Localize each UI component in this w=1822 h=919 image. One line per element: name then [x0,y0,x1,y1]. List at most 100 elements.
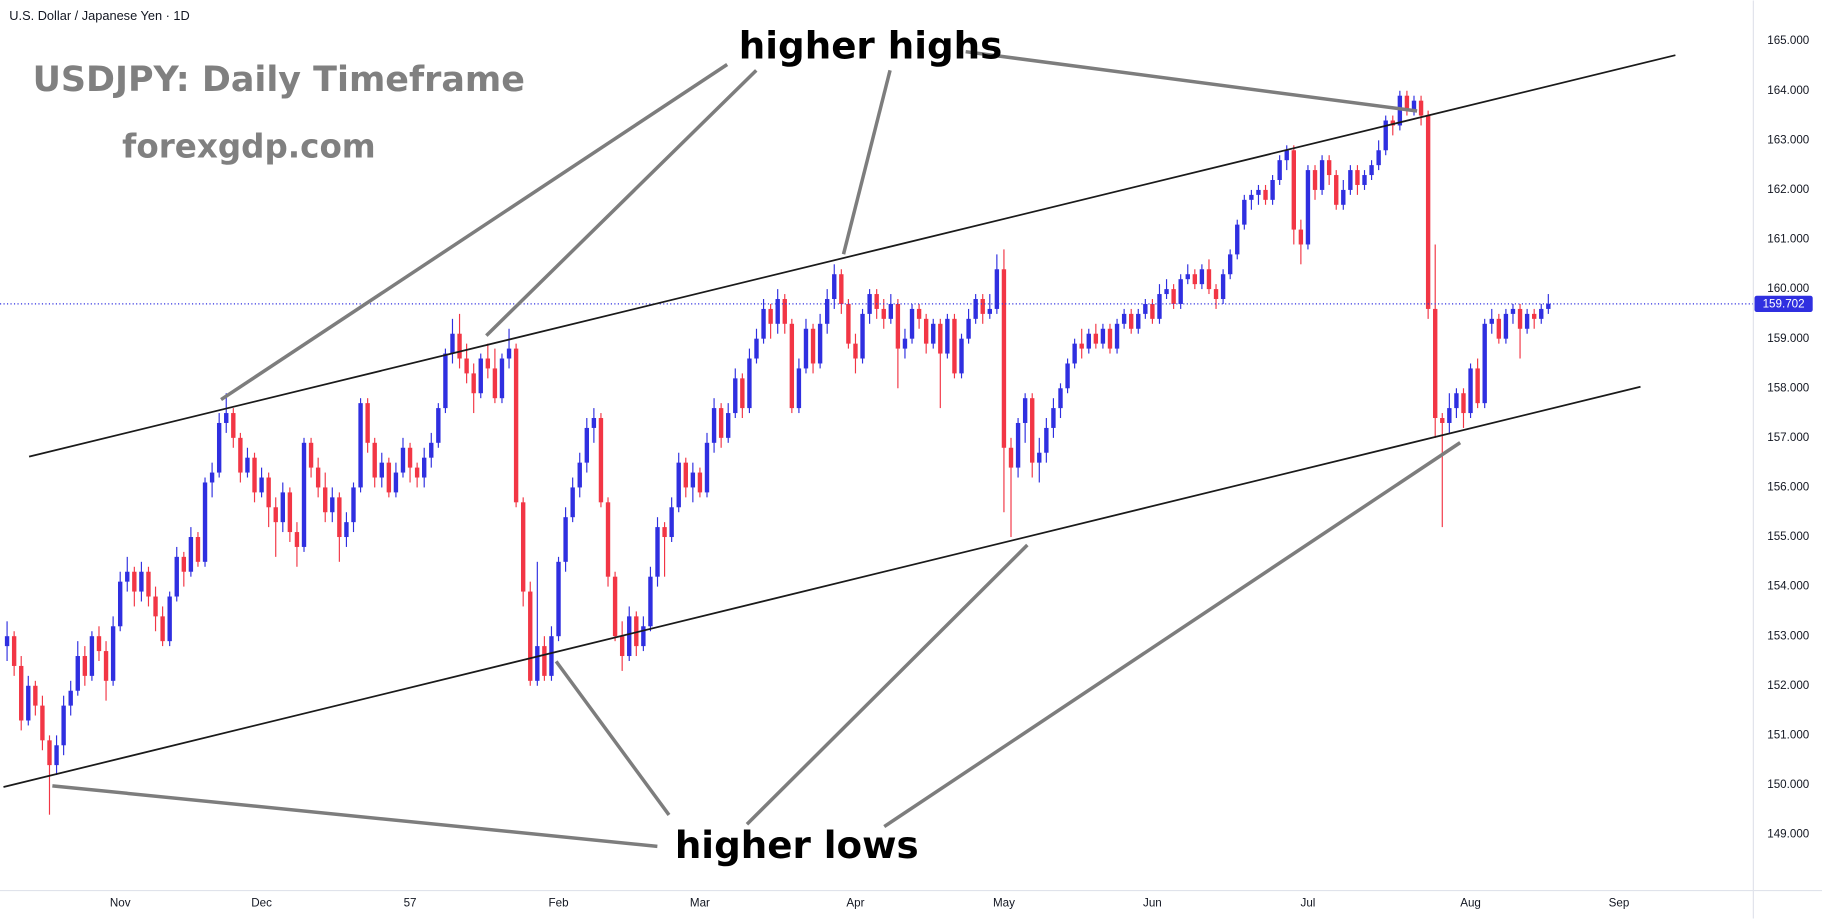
candle-body [414,467,420,478]
candle-body [1129,313,1134,329]
annotation-arrow [485,69,758,337]
candle-body [1121,313,1127,324]
candle-body [110,626,116,681]
y-tick-label: 160.000 [1767,282,1810,295]
candle-body [96,636,102,652]
candle-body [973,299,978,319]
y-tick-label: 162.000 [1767,183,1810,196]
candle-body [619,636,625,657]
candle-body [1185,274,1190,280]
candle-body [888,303,894,319]
y-tick-label: 152.000 [1767,679,1810,692]
candle-body [1312,170,1318,190]
candle-body [782,299,787,324]
x-tick-label: Aug [1460,896,1481,909]
candle-body [803,328,809,369]
candle-body [506,348,512,359]
x-tick-label: Jul [1301,896,1316,909]
candle-body [1418,100,1424,116]
y-tick-label: 151.000 [1767,728,1810,741]
candle-body [294,532,300,547]
candle-body [1454,393,1459,409]
candle-body [1206,269,1212,290]
candle-body [393,472,399,493]
candle-body [542,646,547,676]
candle-body [1355,170,1360,185]
candle-body [1227,254,1233,275]
candle-body [676,462,681,508]
candle-body [824,299,830,324]
candle-body [1404,95,1410,111]
y-tick-label: 165.000 [1767,34,1810,47]
candle-body [846,303,851,344]
candle-body [1539,308,1544,319]
candle-body [160,616,165,642]
candle-body [1256,189,1261,195]
candle-body [315,467,321,488]
chart-subtitle: forexgdp.com [122,127,376,165]
annotation-arrow [841,69,892,255]
last-price-label: 159.702 [1763,298,1805,311]
candle-body [655,527,660,577]
candle-body [549,636,554,676]
candle-body [761,308,766,339]
candle-body [718,408,724,438]
candle-body [323,487,328,513]
candle-body [181,556,187,572]
candle-body [188,537,194,572]
annotation: higher lows [675,823,919,867]
candle-body [1030,398,1035,463]
x-tick-label: Jun [1143,896,1162,909]
candle-body [103,651,109,681]
candle-body [895,303,901,349]
candle-body [598,418,604,503]
candle-body [1326,160,1332,176]
candle-body [860,313,865,359]
candle-body [1496,318,1502,339]
candle-body [839,274,844,304]
candle-body [429,442,434,458]
candle-body [1440,418,1445,423]
y-tick-label: 163.000 [1767,133,1810,146]
candle-body [344,522,349,538]
candle-body [733,378,738,414]
candle-body [648,576,653,627]
candle-body [1072,343,1077,364]
y-tick-label: 158.000 [1767,381,1810,394]
candle-body [209,472,215,483]
candle-body [754,338,759,359]
candle-body [252,457,257,493]
candle-body [796,368,802,409]
candle-body [726,413,731,438]
candle-body [1051,408,1056,428]
candle-body [443,353,448,409]
candle-body [19,665,24,721]
candle-body [959,338,964,374]
candle-body [789,323,795,409]
candle-body [1397,95,1403,126]
candle-body [1468,368,1473,414]
candle-body [612,576,618,637]
candle-body [47,740,52,766]
candle-body [987,308,992,314]
lower-trend-line [3,385,1641,788]
candle-body [273,507,278,523]
candle-body [1157,294,1162,319]
candle-body [202,482,208,562]
last-price-box [1754,295,1813,313]
candle-body [1383,120,1388,151]
candle-body [132,571,137,592]
candle-body [881,308,886,319]
y-tick-label: 159.000 [1767,332,1810,345]
candle-body [1482,323,1487,404]
candle-body [1235,224,1240,255]
candle-body [1044,427,1049,453]
candle-body [1291,150,1296,230]
candle-body [450,333,455,354]
candle-body [266,477,271,508]
chart-title: USDJPY: Daily Timeframe [33,60,525,100]
candle-body [1037,452,1042,463]
candle-body [195,537,201,562]
candle-body [301,442,307,547]
